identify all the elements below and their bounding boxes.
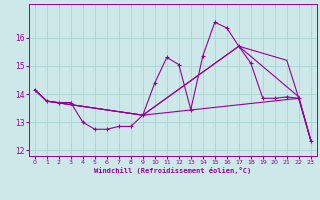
X-axis label: Windchill (Refroidissement éolien,°C): Windchill (Refroidissement éolien,°C) — [94, 167, 252, 174]
